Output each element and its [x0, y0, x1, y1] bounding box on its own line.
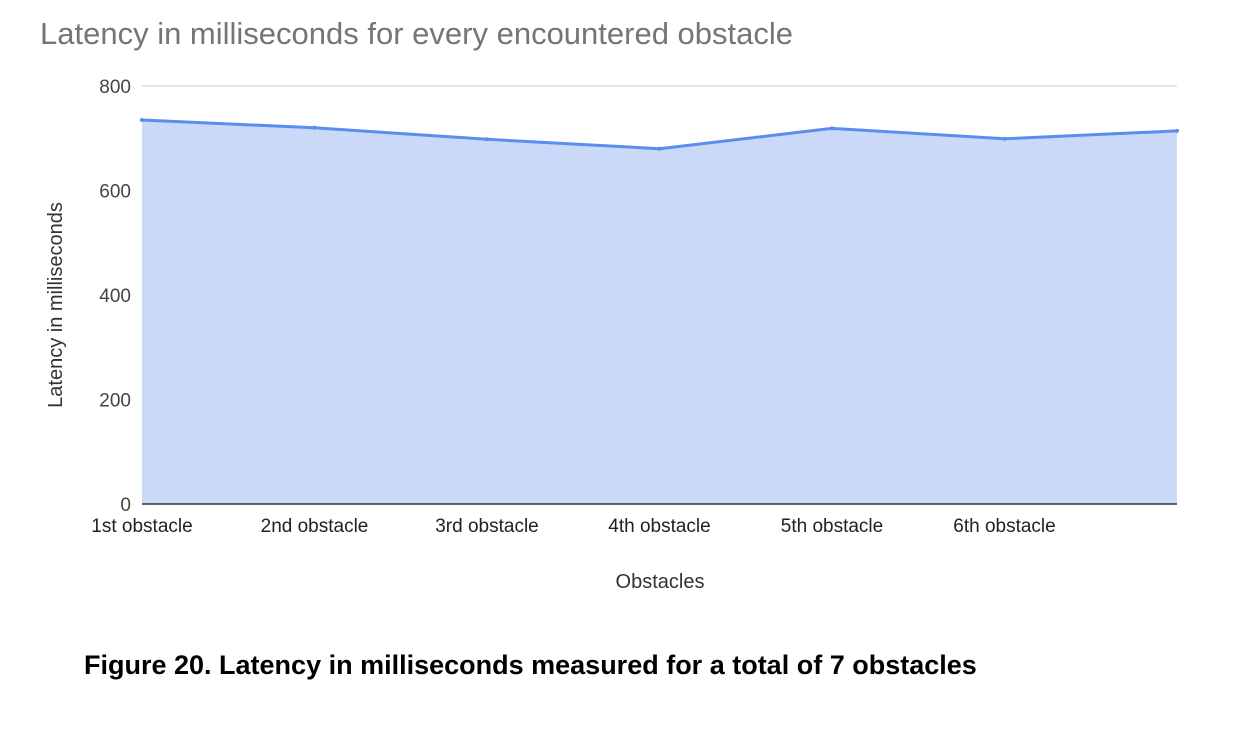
x-tick-label: 2nd obstacle — [261, 516, 369, 537]
chart-title: Latency in milliseconds for every encoun… — [40, 16, 793, 51]
data-point — [657, 146, 662, 151]
data-point — [140, 117, 144, 122]
x-tick-label: 6th obstacle — [953, 516, 1055, 537]
x-tick-label: 1st obstacle — [91, 516, 192, 537]
y-axis-title: Latency in milliseconds — [45, 202, 67, 408]
x-axis-title: Obstacles — [616, 571, 705, 593]
y-tick-label: 0 — [120, 495, 131, 516]
x-tick-labels: 1st obstacle 2nd obstacle 3rd obstacle 4th … — [91, 516, 1055, 537]
y-tick-label: 800 — [99, 77, 131, 98]
data-point — [312, 125, 317, 130]
data-point — [1175, 128, 1179, 133]
y-tick-label: 200 — [99, 391, 131, 412]
data-point — [1002, 136, 1007, 141]
latency-area-chart: Latency in milliseconds for every encoun… — [40, 16, 1179, 593]
x-tick-label: 4th obstacle — [608, 516, 710, 537]
x-tick-label: 5th obstacle — [781, 516, 883, 537]
y-tick-labels: 0 200 400 600 800 — [99, 77, 131, 516]
figure-caption: Figure 20. Latency in milliseconds measu… — [84, 650, 977, 680]
data-point — [485, 137, 489, 142]
y-tick-label: 600 — [99, 182, 131, 203]
y-tick-label: 400 — [99, 286, 131, 307]
data-point — [830, 126, 834, 131]
x-tick-label: 3rd obstacle — [435, 516, 539, 537]
series-area-fill — [142, 119, 1177, 505]
